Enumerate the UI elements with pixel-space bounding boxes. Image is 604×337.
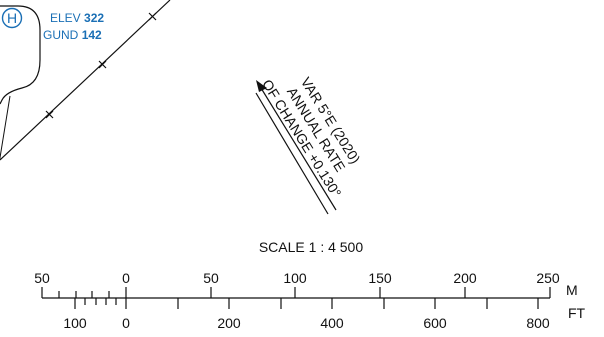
scale-bar: 50 0 50 100 150 200 250 M 100 0 200 400 …	[34, 270, 585, 331]
boundary-edge	[0, 95, 11, 161]
scale-title: SCALE 1 : 4 500	[259, 239, 364, 255]
meter-label: 50	[34, 270, 50, 286]
meter-label: 150	[368, 270, 392, 286]
heliport-icon	[1, 7, 23, 29]
elevation-value: 322	[84, 11, 104, 25]
heliport-boundary	[0, 5, 41, 105]
feet-unit: FT	[568, 305, 586, 321]
true-north-line	[255, 92, 329, 215]
feet-ticks	[74, 298, 539, 309]
meter-labels: 50 0 50 100 150 200 250	[34, 270, 560, 286]
meter-label: 250	[536, 270, 560, 286]
undulation-label: GUND 142	[43, 28, 102, 42]
fence-x-mark	[148, 12, 157, 21]
magnetic-north-arrow	[255, 80, 337, 215]
magnetic-arrow-head	[256, 80, 267, 92]
feet-label: 800	[526, 315, 550, 331]
feet-label: 0	[122, 315, 130, 331]
meter-label: 200	[453, 270, 477, 286]
fence-x-mark	[45, 110, 54, 119]
feet-label: 200	[217, 315, 241, 331]
feet-label: 100	[63, 315, 87, 331]
meter-ticks	[41, 287, 551, 298]
meters-unit: M	[566, 282, 578, 298]
fence-markers	[45, 12, 157, 119]
feet-labels: 100 0 200 400 600 800	[63, 315, 550, 331]
meter-label: 0	[122, 270, 130, 286]
magnetic-arrow-shaft	[260, 87, 337, 211]
feet-label: 400	[320, 315, 344, 331]
feet-label: 600	[423, 315, 447, 331]
meter-label: 100	[283, 270, 307, 286]
meter-label: 50	[203, 270, 219, 286]
heliport-symbol: H	[7, 10, 17, 26]
fence-x-mark	[98, 60, 107, 69]
elevation-label: ELEV 322	[50, 11, 104, 25]
undulation-value: 142	[82, 28, 102, 42]
fence-line	[0, 0, 171, 161]
